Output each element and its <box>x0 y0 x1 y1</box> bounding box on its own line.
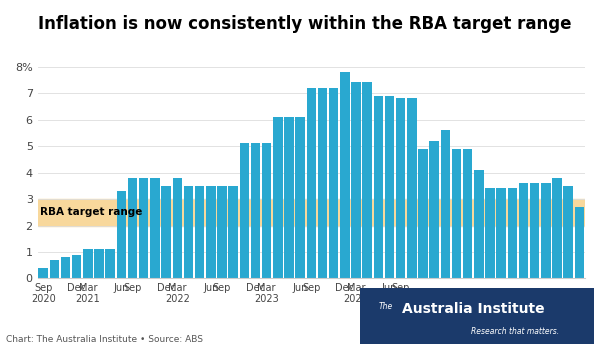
Bar <box>474 170 484 279</box>
Bar <box>161 186 171 279</box>
Bar <box>251 143 260 279</box>
Bar <box>38 199 585 226</box>
Bar <box>128 178 137 279</box>
Bar <box>38 268 48 279</box>
Bar <box>116 191 126 279</box>
Bar <box>541 183 551 279</box>
Bar <box>206 186 215 279</box>
Bar <box>284 117 294 279</box>
Bar <box>329 88 338 279</box>
Text: Chart: The Australia Institute • Source: ABS: Chart: The Australia Institute • Source:… <box>6 335 203 344</box>
Bar <box>385 96 394 279</box>
Bar <box>485 188 495 279</box>
Bar <box>508 188 517 279</box>
Bar <box>239 143 249 279</box>
Bar <box>184 186 193 279</box>
Bar <box>295 117 305 279</box>
Bar <box>139 178 148 279</box>
Bar <box>351 83 361 279</box>
Bar <box>362 83 372 279</box>
Bar <box>553 178 562 279</box>
Bar <box>340 72 350 279</box>
Bar <box>407 99 416 279</box>
Bar <box>563 186 573 279</box>
Bar <box>452 149 461 279</box>
Bar <box>217 186 227 279</box>
Text: Research that matters.: Research that matters. <box>471 327 559 336</box>
Text: RBA target range: RBA target range <box>40 207 142 217</box>
Bar <box>575 207 584 279</box>
Text: Inflation is now consistently within the RBA target range: Inflation is now consistently within the… <box>38 15 571 33</box>
Bar <box>396 99 406 279</box>
Bar <box>150 178 160 279</box>
Bar <box>273 117 283 279</box>
Bar <box>195 186 205 279</box>
Bar <box>463 149 472 279</box>
Bar <box>94 249 104 279</box>
Bar <box>229 186 238 279</box>
Bar <box>83 249 92 279</box>
Bar <box>173 178 182 279</box>
Bar <box>262 143 271 279</box>
Bar <box>430 141 439 279</box>
Bar <box>374 96 383 279</box>
Bar <box>418 149 428 279</box>
Bar <box>72 255 82 279</box>
Text: The: The <box>379 302 393 311</box>
Bar <box>530 183 539 279</box>
Bar <box>307 88 316 279</box>
Text: Australia Institute: Australia Institute <box>402 302 545 316</box>
Bar <box>440 130 450 279</box>
Bar <box>318 88 327 279</box>
Bar <box>50 260 59 279</box>
Bar <box>496 188 506 279</box>
Bar <box>61 257 70 279</box>
Bar <box>519 183 529 279</box>
Bar <box>106 249 115 279</box>
